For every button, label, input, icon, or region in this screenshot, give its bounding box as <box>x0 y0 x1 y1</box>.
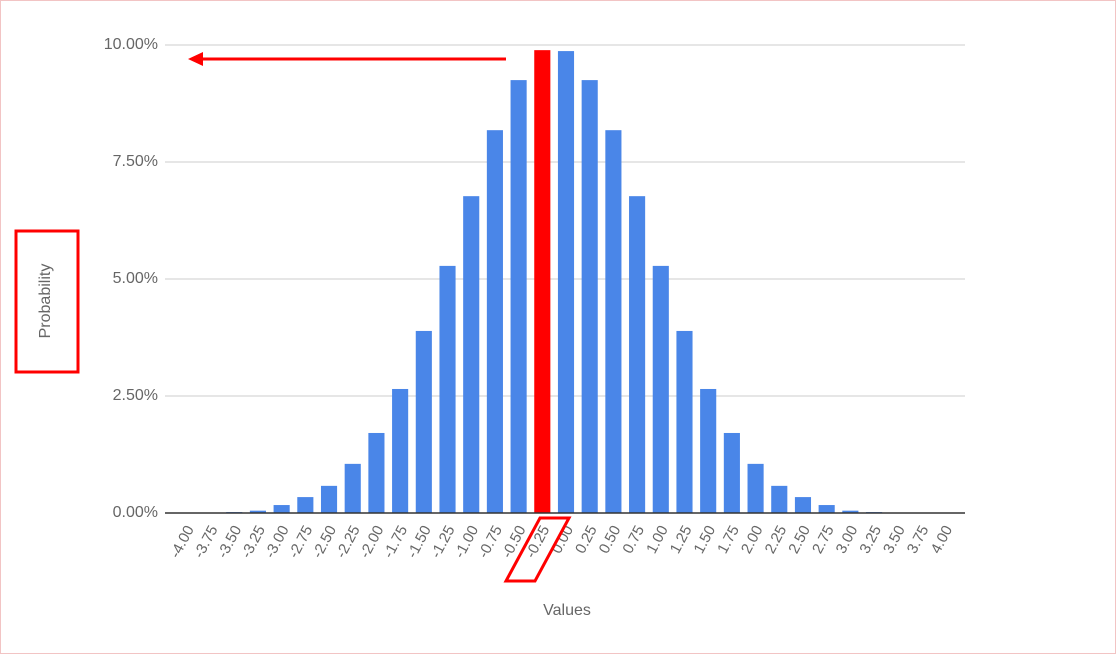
y-tick-label: 7.50% <box>113 153 158 170</box>
y-tick-label: 10.00% <box>104 36 158 53</box>
arrow-head <box>188 52 203 66</box>
bar <box>629 196 646 513</box>
bar <box>249 510 266 513</box>
bar <box>652 265 669 513</box>
bar <box>747 463 764 513</box>
y-tick-label: 2.50% <box>113 387 158 404</box>
bar <box>439 265 456 513</box>
bar <box>794 497 812 513</box>
y-tick-label: 0.00% <box>113 504 158 521</box>
y-axis-title: Probability <box>37 264 54 339</box>
bar <box>415 330 432 513</box>
bar <box>581 80 598 513</box>
bar <box>368 432 385 513</box>
bar <box>463 196 480 513</box>
bar <box>771 485 788 513</box>
bar <box>723 432 740 513</box>
bar <box>297 497 314 513</box>
x-axis-title: Values <box>543 602 591 619</box>
bar <box>605 130 622 513</box>
bar <box>818 505 835 513</box>
bar <box>676 330 693 513</box>
bar <box>486 130 503 513</box>
bar <box>842 510 859 513</box>
y-tick-label: 5.00% <box>113 270 158 287</box>
bar <box>392 388 409 513</box>
bar <box>344 463 361 513</box>
bar <box>534 50 551 513</box>
bar <box>273 505 290 513</box>
bar <box>510 80 527 513</box>
bar <box>320 485 338 513</box>
bar <box>700 388 717 513</box>
bar <box>557 51 575 514</box>
highlight-box <box>503 516 572 583</box>
bars <box>202 50 906 514</box>
highlight-box <box>14 229 80 374</box>
